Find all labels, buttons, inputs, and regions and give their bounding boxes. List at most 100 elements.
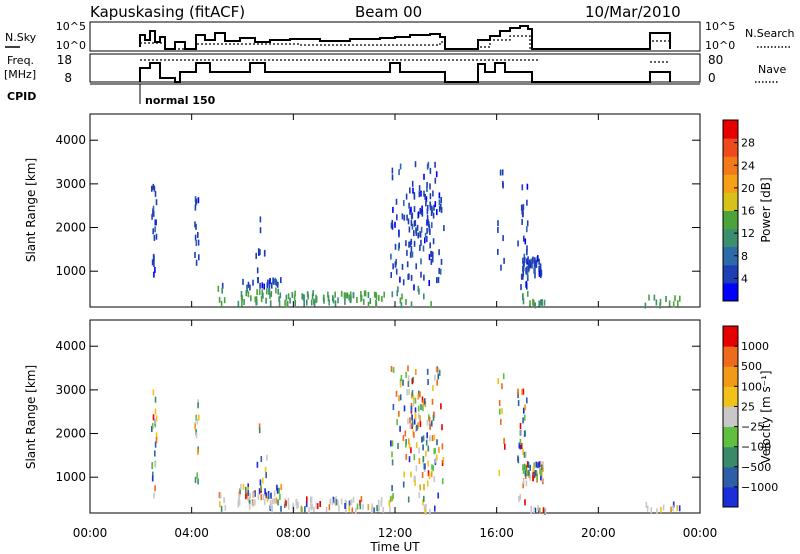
scatter-point [431,256,434,263]
scatter-point [294,290,296,297]
scatter-point [520,443,523,450]
scatter-point [526,272,529,279]
scatter-point [194,196,197,203]
scatter-point [392,404,395,410]
scatter-point [334,300,337,307]
y-tick-label: 2000 [55,221,86,235]
power-y-axis-label: Slant Range [km] [24,158,38,262]
scatter-point [310,501,312,508]
scatter-point [373,291,376,298]
scatter-point [259,282,261,289]
velocity-y-ticks: 1000 2000 3000 4000 [55,339,700,484]
scatter-point [656,508,658,515]
scatter-point [438,199,441,206]
scatter-point [194,476,197,483]
scatter-point [410,274,413,281]
scatter-point [382,506,384,513]
scatter-point [423,463,426,470]
scatter-point [427,445,430,452]
scatter-point [371,503,374,510]
scatter-point [197,478,199,485]
scatter-point [414,414,417,421]
scatter-point [538,270,541,277]
scatter-point [440,258,443,265]
scatter-point [413,431,415,438]
scatter-point [153,185,156,192]
scatter-point [415,442,418,449]
scatter-point [437,367,440,374]
scatter-point [414,397,417,404]
scatter-point [527,290,529,297]
scatter-point [371,507,373,514]
scatter-point [432,251,434,258]
scatter-point [532,465,535,472]
scatter-point [655,299,658,306]
scatter-point [411,180,414,187]
scatter-point [363,298,365,305]
scatter-point [677,300,679,307]
scatter-point [255,299,257,306]
scatter-point [289,297,291,304]
scatter-point [530,507,532,514]
nsky-tick-top: 10^5 [56,20,86,33]
scatter-point [332,297,335,304]
scatter-point [280,505,282,512]
scatter-point [285,294,288,301]
scatter-point [415,465,418,472]
scatter-point [301,293,303,300]
scatter-point [425,200,427,207]
scatter-point [392,206,394,213]
scatter-point [676,505,679,511]
colorbar-tick-label: −500 [741,461,771,474]
scatter-point [399,425,401,432]
scatter-point [223,297,226,304]
colorbar-tick-label: 12 [741,227,755,240]
scatter-point [269,278,271,284]
scatter-point [411,378,414,385]
scatter-point [237,300,240,307]
scatter-point [408,442,411,449]
scatter-point [517,392,519,398]
scatter-point [540,474,542,481]
scatter-point [391,291,394,298]
scatter-point [405,453,408,460]
scatter-point [277,288,279,295]
nave-tick-top: 80 [708,53,723,67]
scatter-point [503,257,505,264]
scatter-point [373,507,375,514]
scatter-point [307,293,309,300]
scatter-point [397,244,400,251]
scatter-point [352,292,355,299]
scatter-point [432,385,434,392]
scatter-point [394,261,397,268]
scatter-point [519,423,522,429]
scatter-point [278,487,281,494]
scatter-point [221,282,224,289]
x-axis-label: Time UT [369,540,420,554]
scatter-point [409,240,412,247]
scatter-point [437,492,439,499]
scatter-point [501,383,503,390]
scatter-point [245,486,247,493]
scatter-point [402,279,405,286]
scatter-point [259,249,261,256]
scatter-point [195,429,197,436]
scatter-point [346,292,349,299]
scatter-point [390,440,392,447]
scatter-point [327,291,329,298]
freq-tick-top: 18 [57,53,72,67]
scatter-point [417,393,420,400]
scatter-point [526,183,529,190]
scatter-point [526,199,528,206]
scatter-point [389,506,391,513]
scatter-point [419,391,421,398]
scatter-point [427,379,429,385]
scatter-point [440,203,442,210]
scatter-point [224,504,227,511]
scatter-point [155,436,158,443]
scatter-point [441,443,444,450]
scatter-point [433,476,436,483]
scatter-point [333,497,336,504]
scatter-point [277,499,279,506]
